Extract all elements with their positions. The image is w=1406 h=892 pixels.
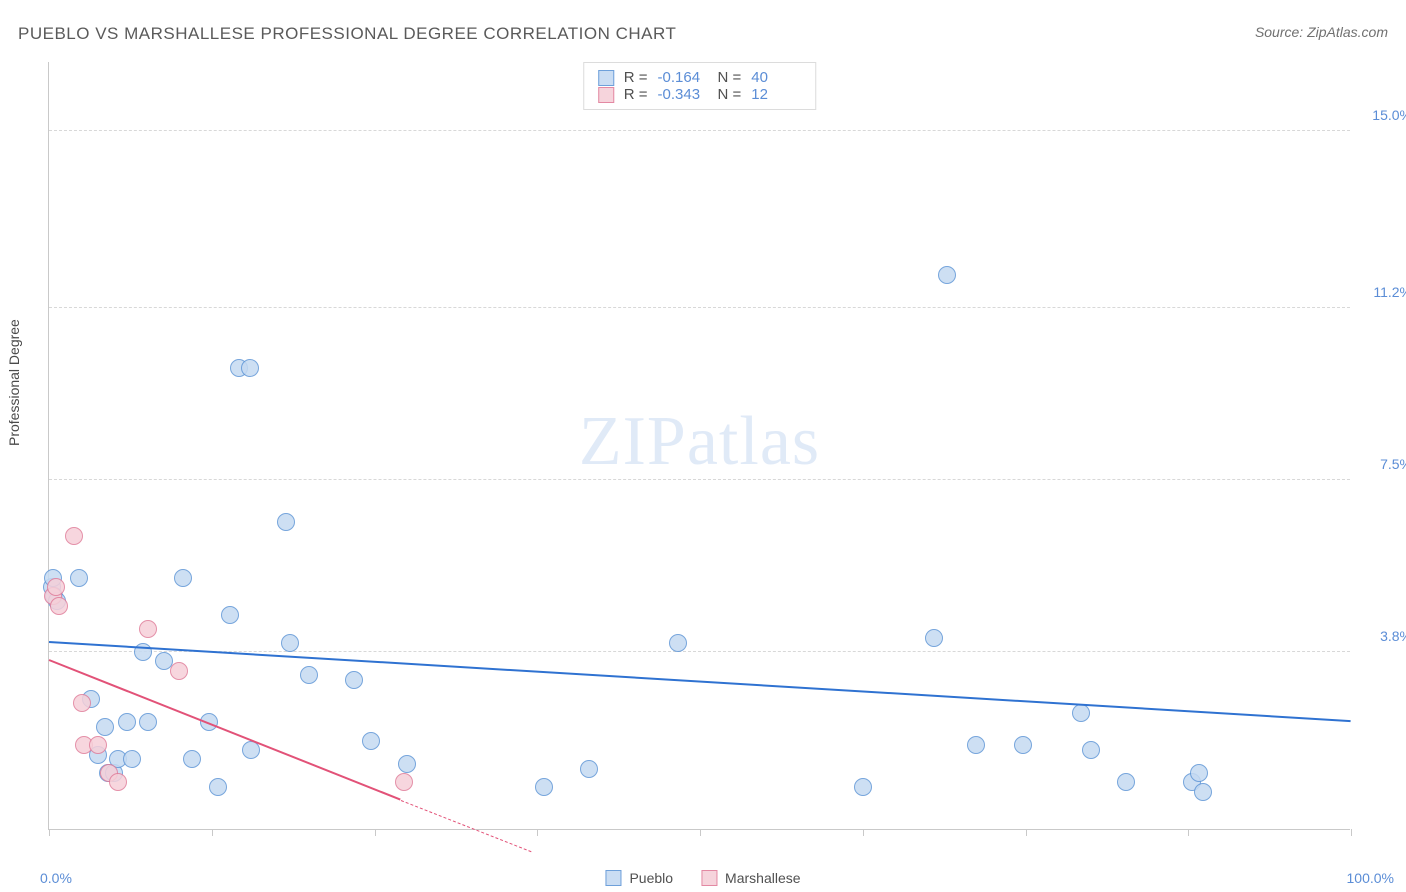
legend-n-label: N = — [718, 86, 742, 103]
data-point — [139, 620, 157, 638]
data-point — [123, 750, 141, 768]
data-point — [398, 755, 416, 773]
y-tick-label: 11.2% — [1373, 284, 1406, 300]
x-tick — [49, 829, 50, 836]
data-point — [938, 266, 956, 284]
data-point — [1014, 736, 1032, 754]
x-tick — [537, 829, 538, 836]
data-point — [73, 694, 91, 712]
data-point — [170, 662, 188, 680]
data-point — [362, 732, 380, 750]
series-legend-label: Pueblo — [629, 870, 673, 886]
legend-r-label: R = — [624, 86, 648, 103]
legend-r-value: -0.343 — [658, 86, 708, 103]
data-point — [96, 718, 114, 736]
legend-swatch — [701, 870, 717, 886]
data-point — [395, 773, 413, 791]
data-point — [118, 713, 136, 731]
data-point — [1072, 704, 1090, 722]
y-tick-label: 15.0% — [1372, 107, 1406, 123]
x-axis-max-label: 100.0% — [1347, 870, 1394, 886]
legend-n-value: 12 — [751, 86, 801, 103]
data-point — [300, 666, 318, 684]
chart-title: PUEBLO VS MARSHALLESE PROFESSIONAL DEGRE… — [18, 24, 676, 44]
data-point — [1190, 764, 1208, 782]
data-point — [281, 634, 299, 652]
legend-swatch — [598, 70, 614, 86]
source-attribution: Source: ZipAtlas.com — [1255, 24, 1388, 40]
legend-r-label: R = — [624, 69, 648, 86]
x-tick — [375, 829, 376, 836]
legend-row: R = -0.164 N = 40 — [598, 69, 802, 86]
x-tick — [863, 829, 864, 836]
x-tick — [212, 829, 213, 836]
source-label: Source: — [1255, 24, 1303, 40]
y-tick-label: 3.8% — [1380, 628, 1406, 644]
data-point — [535, 778, 553, 796]
x-tick — [1188, 829, 1189, 836]
data-point — [669, 634, 687, 652]
y-tick-label: 7.5% — [1380, 456, 1406, 472]
series-legend-label: Marshallese — [725, 870, 800, 886]
data-point — [925, 629, 943, 647]
data-point — [854, 778, 872, 796]
data-point — [89, 736, 107, 754]
x-tick — [1026, 829, 1027, 836]
data-point — [221, 606, 239, 624]
gridline — [49, 307, 1350, 308]
x-tick — [700, 829, 701, 836]
legend-swatch — [605, 870, 621, 886]
data-point — [345, 671, 363, 689]
series-legend-item: Pueblo — [605, 870, 673, 886]
data-point — [1194, 783, 1212, 801]
legend-n-value: 40 — [751, 69, 801, 86]
legend-row: R = -0.343 N = 12 — [598, 86, 802, 103]
trend-line — [49, 641, 1351, 722]
correlation-legend: R = -0.164 N = 40 R = -0.343 N = 12 — [583, 62, 817, 110]
y-axis-label: Professional Degree — [6, 319, 22, 446]
data-point — [65, 527, 83, 545]
data-point — [139, 713, 157, 731]
data-point — [967, 736, 985, 754]
data-point — [183, 750, 201, 768]
x-axis-min-label: 0.0% — [40, 870, 72, 886]
scatter-chart: ZIPatlas R =-0.164N =40R =-0.343N =12 3.… — [48, 62, 1350, 830]
data-point — [209, 778, 227, 796]
data-point — [1082, 741, 1100, 759]
data-point — [109, 773, 127, 791]
gridline — [49, 130, 1350, 131]
data-point — [1117, 773, 1135, 791]
data-point — [47, 578, 65, 596]
x-tick — [1351, 829, 1352, 836]
legend-swatch — [598, 87, 614, 103]
legend-n-label: N = — [718, 69, 742, 86]
series-legend-item: Marshallese — [701, 870, 800, 886]
data-point — [241, 359, 259, 377]
trend-line — [400, 800, 531, 852]
series-legend: Pueblo Marshallese — [605, 870, 800, 886]
source-link[interactable]: ZipAtlas.com — [1307, 24, 1388, 40]
data-point — [70, 569, 88, 587]
data-point — [50, 597, 68, 615]
data-point — [580, 760, 598, 778]
data-point — [174, 569, 192, 587]
watermark: ZIPatlas — [579, 402, 820, 482]
data-point — [277, 513, 295, 531]
gridline — [49, 479, 1350, 480]
legend-r-value: -0.164 — [658, 69, 708, 86]
